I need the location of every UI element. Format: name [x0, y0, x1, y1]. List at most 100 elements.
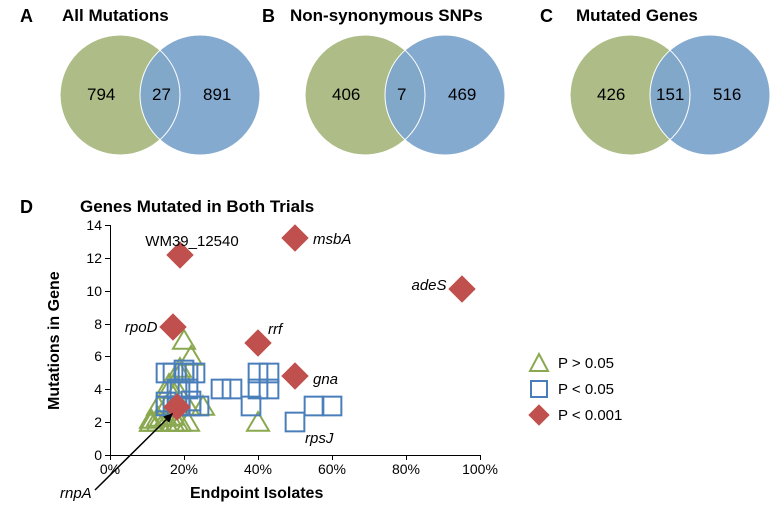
panel-a-title: All Mutations [62, 6, 169, 26]
scatter-point-triangle [177, 411, 199, 433]
venn-right-value: 516 [713, 85, 741, 105]
scatter-x-title: Endpoint Isolates [190, 485, 323, 503]
panel-b-title: Non-synonymous SNPs [290, 6, 483, 26]
x-tick-label: 20% [164, 461, 204, 477]
panel-c-label: C [540, 6, 553, 27]
x-tick-label: 80% [386, 461, 426, 477]
scatter-point-square [180, 390, 202, 412]
scatter-point-triangle [140, 411, 162, 433]
scatter-point-triangle [169, 357, 191, 379]
panel-d-label: D [20, 197, 33, 218]
scatter-point-square [173, 362, 195, 384]
x-tick-label: 0% [90, 461, 130, 477]
y-tick-label: 14 [74, 217, 102, 233]
scatter-point-triangle [155, 411, 177, 433]
x-tick [258, 455, 259, 460]
legend-label: P < 0.001 [558, 407, 622, 424]
scatter-point-diamond [282, 225, 308, 251]
scatter-point-square [303, 395, 325, 417]
scatter-point-label: rrf [268, 321, 282, 338]
scatter-point-square [247, 362, 269, 384]
scatter-point-label: gna [313, 371, 338, 388]
scatter-point-triangle [173, 329, 195, 351]
scatter-point-square [247, 378, 269, 400]
scatter-point-diamond [282, 363, 308, 389]
scatter-point-label: rpsJ [305, 430, 333, 447]
scatter-point-square [188, 395, 210, 417]
venn-left-value: 794 [87, 85, 115, 105]
scatter-point-square [240, 395, 262, 417]
scatter-point-triangle [155, 395, 177, 417]
y-tick-label: 12 [74, 250, 102, 266]
scatter-point-diamond [164, 394, 190, 420]
scatter-point-triangle [162, 411, 184, 433]
scatter-point-triangle [147, 411, 169, 433]
scatter-point-square [258, 378, 280, 400]
legend-row: P < 0.001 [528, 402, 622, 428]
y-tick [105, 422, 110, 423]
scatter-point-triangle [169, 411, 191, 433]
scatter-point-triangle [140, 408, 162, 430]
venn-right-value: 891 [203, 85, 231, 105]
scatter-point-triangle [166, 378, 188, 400]
x-tick [406, 455, 407, 460]
scatter-point-square [155, 395, 177, 417]
scatter-point-triangle [158, 378, 180, 400]
scatter-point-square [155, 362, 177, 384]
y-tick-label: 4 [74, 381, 102, 397]
x-tick-label: 100% [460, 461, 500, 477]
x-tick [480, 455, 481, 460]
venn-overlap-value: 151 [656, 85, 684, 105]
x-tick-label: 60% [312, 461, 352, 477]
y-tick [105, 389, 110, 390]
scatter-point-square [166, 395, 188, 417]
scatter-point-square [284, 411, 306, 433]
legend-row: P < 0.05 [528, 376, 622, 402]
scatter-point-triangle [147, 406, 169, 428]
scatter-point-triangle [169, 362, 191, 384]
scatter-point-triangle [177, 395, 199, 417]
scatter-point-square [166, 378, 188, 400]
venn-right-value: 469 [448, 85, 476, 105]
scatter-point-square [162, 395, 184, 417]
scatter-point-triangle [162, 405, 184, 427]
y-tick [105, 225, 110, 226]
scatter-point-triangle [166, 411, 188, 433]
panel-a-label: A [20, 6, 33, 27]
scatter-point-square [321, 395, 343, 417]
legend-label: P > 0.05 [558, 355, 614, 372]
scatter-point-triangle [180, 345, 202, 367]
x-tick [332, 455, 333, 460]
scatter-y-title: Mutations in Gene [46, 271, 64, 410]
figure-root: A B C All Mutations Non-synonymous SNPs … [0, 0, 782, 512]
x-tick [110, 455, 111, 460]
legend-swatch-diamond [528, 404, 550, 426]
scatter-point-square [155, 391, 177, 413]
panel-c-title: Mutated Genes [576, 6, 698, 26]
venn-left-value: 426 [597, 85, 625, 105]
scatter-point-label: WM39_12540 [145, 233, 238, 250]
legend-label: P < 0.05 [558, 381, 614, 398]
y-tick [105, 356, 110, 357]
panel-b-label: B [262, 6, 275, 27]
x-tick-label: 40% [238, 461, 278, 477]
scatter-point-triangle [247, 411, 269, 433]
y-tick [105, 258, 110, 259]
scatter-point-triangle [158, 373, 180, 395]
y-tick-label: 8 [74, 316, 102, 332]
x-tick [184, 455, 185, 460]
scatter-point-square [162, 362, 184, 384]
scatter-point-square [258, 362, 280, 384]
scatter-point-triangle [192, 395, 214, 417]
legend-swatch-triangle [528, 352, 550, 374]
x-axis [110, 455, 480, 456]
scatter-point-triangle [140, 411, 162, 433]
scatter-point-square [221, 378, 243, 400]
scatter-point-label: msbA [313, 231, 351, 248]
y-tick [105, 324, 110, 325]
scatter-legend: P > 0.05 P < 0.05 P < 0.001 [528, 350, 622, 428]
venn-left-value: 406 [332, 85, 360, 105]
scatter-point-square [180, 395, 202, 417]
scatter-point-triangle [162, 395, 184, 417]
y-axis [110, 225, 111, 455]
